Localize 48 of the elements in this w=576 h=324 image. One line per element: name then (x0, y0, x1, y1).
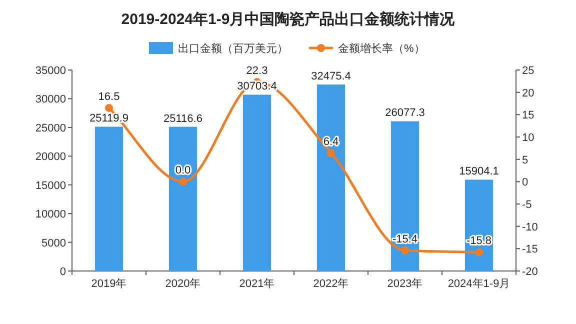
point (179, 178, 187, 186)
y-tick-label: 20000 (35, 151, 66, 164)
x-tick-label: 2022年 (313, 278, 349, 290)
x-tick-label: 2024年1-9月 (448, 278, 510, 290)
x-tick-label: 2019年 (91, 278, 127, 290)
y-tick-label: 35000 (35, 65, 66, 77)
y2-tick-label: 10 (522, 132, 534, 144)
point (401, 246, 409, 254)
y-tick-label: 0 (60, 266, 66, 278)
legend-label: 金额增长率（%） (338, 42, 425, 55)
y2-tick-label: -15 (522, 244, 538, 256)
data-label: 15904.1 (459, 166, 499, 178)
point (475, 248, 483, 256)
data-label: 0.0 (175, 164, 191, 177)
data-label: -15.4 (392, 233, 418, 246)
y2-tick-label: 5 (522, 154, 528, 166)
y2-tick-label: 25 (522, 65, 534, 77)
y2-tick-label: 0 (522, 176, 528, 189)
point (105, 104, 113, 112)
y-tick-label: 10000 (35, 208, 66, 221)
x-tick-label: 2021年 (239, 278, 275, 290)
y-tick-label: 15000 (35, 180, 66, 192)
data-label: 22.3 (246, 65, 268, 78)
data-label: 32475.4 (311, 70, 351, 82)
point (327, 149, 335, 158)
data-label: 16.5 (98, 90, 120, 103)
y-tick-label: 30000 (35, 94, 66, 106)
x-tick-label: 2023年 (387, 278, 423, 290)
data-label: 25116.6 (164, 112, 202, 125)
y2-tick-label: -20 (522, 266, 538, 278)
bar (242, 94, 272, 271)
x-tick-label: 2020年 (165, 278, 201, 290)
bar (168, 126, 198, 271)
y2-tick-label: 20 (522, 87, 534, 100)
bar (464, 180, 494, 271)
bar (390, 121, 420, 271)
y2-tick-label: 15 (522, 110, 534, 122)
chart-title: 2019-2024年1-9月中国陶瓷产品出口金额统计情况 (121, 10, 456, 28)
y-tick-label: 5000 (42, 237, 66, 250)
y-tick-label: 25000 (35, 122, 66, 134)
bar (94, 126, 124, 271)
y2-tick-label: -5 (522, 199, 532, 211)
data-label: -15.8 (466, 235, 492, 248)
legend-label: 出口金额（百万美元） (178, 42, 288, 55)
data-label: 26077.3 (385, 107, 425, 120)
bar (316, 84, 346, 271)
data-label: 6.4 (323, 136, 339, 148)
y2-tick-label: -10 (522, 221, 538, 234)
